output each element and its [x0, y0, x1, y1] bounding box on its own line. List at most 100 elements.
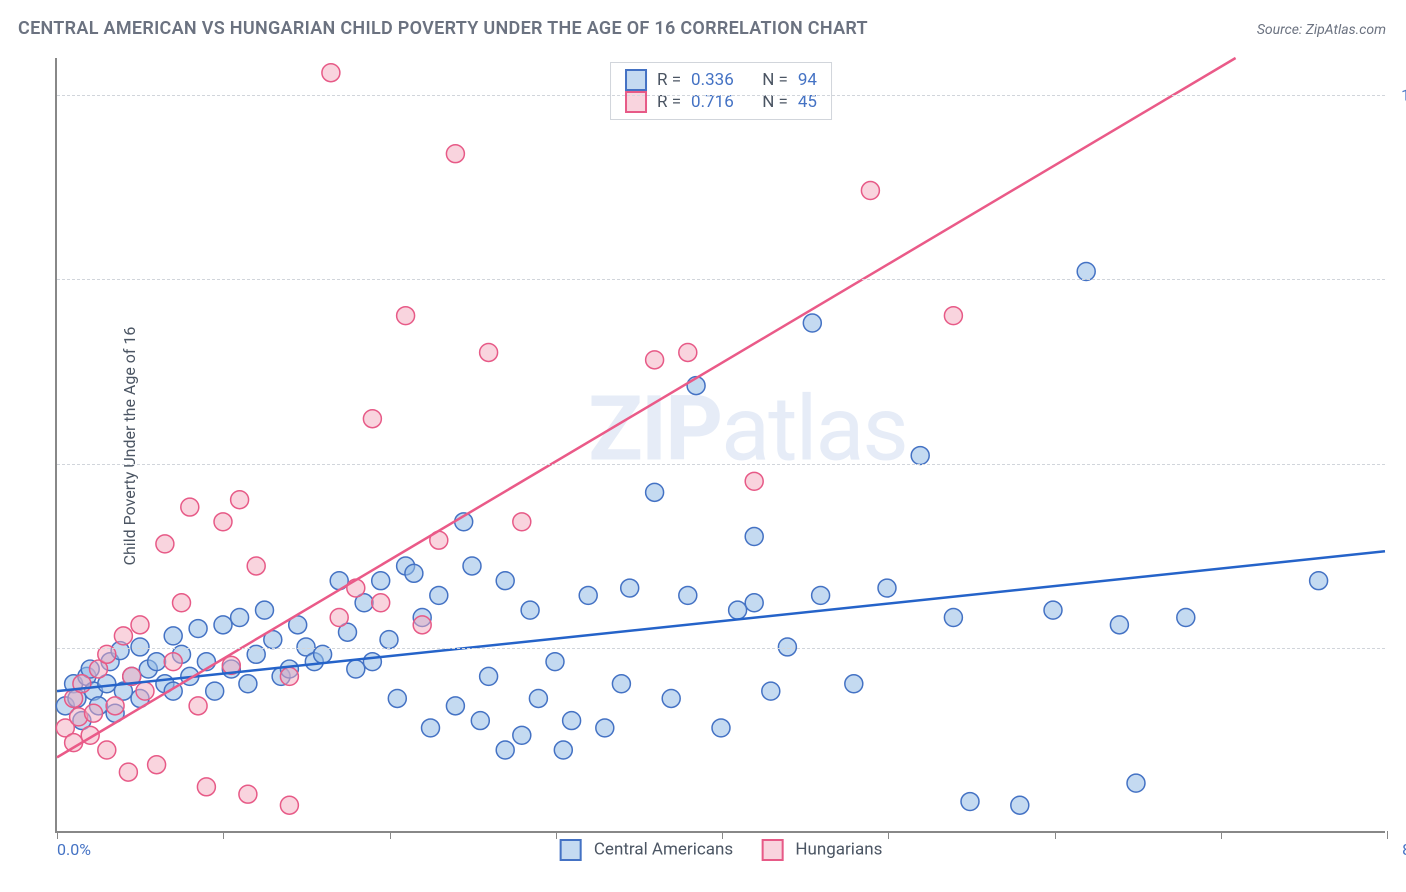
scatter-point — [231, 491, 249, 509]
scatter-point — [496, 741, 514, 759]
scatter-point — [803, 314, 821, 332]
legend-series: Central Americans Hungarians — [560, 839, 883, 861]
legend-n-label: N = — [762, 70, 788, 90]
legend-series-swatch-0 — [560, 839, 582, 861]
gridline — [57, 279, 1385, 280]
legend-series-item-1: Hungarians — [761, 839, 882, 861]
scatter-point — [1110, 616, 1128, 634]
scatter-point — [911, 447, 929, 465]
scatter-point — [372, 572, 390, 590]
scatter-point — [430, 586, 448, 604]
x-tick — [722, 831, 723, 839]
x-tick — [556, 831, 557, 839]
scatter-point — [471, 712, 489, 730]
scatter-point — [197, 778, 215, 796]
y-tick-label: 100.0% — [1401, 85, 1406, 104]
x-tick — [390, 831, 391, 839]
scatter-point — [563, 712, 581, 730]
scatter-point — [405, 564, 423, 582]
x-tick — [57, 831, 58, 839]
scatter-point — [397, 307, 415, 325]
correlation-chart: CENTRAL AMERICAN VS HUNGARIAN CHILD POVE… — [0, 0, 1406, 892]
scatter-point — [164, 627, 182, 645]
scatter-point — [596, 719, 614, 737]
scatter-point — [85, 704, 103, 722]
scatter-point — [762, 682, 780, 700]
scatter-point — [164, 653, 182, 671]
legend-r-value-0: 0.336 — [691, 70, 734, 90]
scatter-point — [148, 756, 166, 774]
scatter-point — [679, 343, 697, 361]
legend-series-label-1: Hungarians — [795, 839, 882, 859]
gridline — [57, 95, 1385, 96]
scatter-point — [131, 638, 149, 656]
scatter-point — [347, 660, 365, 678]
scatter-point — [1127, 774, 1145, 792]
scatter-point — [148, 653, 166, 671]
legend-series-item-0: Central Americans — [560, 839, 734, 861]
scatter-point — [646, 483, 664, 501]
plot-svg — [57, 58, 1385, 831]
scatter-point — [529, 690, 547, 708]
scatter-point — [729, 601, 747, 619]
scatter-point — [280, 667, 298, 685]
scatter-point — [480, 667, 498, 685]
scatter-point — [363, 653, 381, 671]
scatter-point — [463, 557, 481, 575]
scatter-point — [388, 690, 406, 708]
scatter-point — [1044, 601, 1062, 619]
scatter-point — [845, 675, 863, 693]
scatter-point — [181, 498, 199, 516]
legend-series-swatch-1 — [761, 839, 783, 861]
scatter-point — [662, 690, 680, 708]
scatter-point — [413, 616, 431, 634]
scatter-point — [679, 586, 697, 604]
scatter-point — [214, 513, 232, 531]
scatter-point — [513, 726, 531, 744]
scatter-point — [256, 601, 274, 619]
scatter-point — [446, 697, 464, 715]
scatter-point — [189, 620, 207, 638]
scatter-point — [247, 557, 265, 575]
scatter-point — [173, 594, 191, 612]
scatter-point — [106, 697, 124, 715]
x-tick — [1387, 831, 1388, 839]
scatter-point — [496, 572, 514, 590]
gridline — [57, 648, 1385, 649]
scatter-point — [189, 697, 207, 715]
chart-title: CENTRAL AMERICAN VS HUNGARIAN CHILD POVE… — [18, 18, 868, 39]
scatter-point — [363, 410, 381, 428]
x-tick — [1055, 831, 1056, 839]
scatter-point — [372, 594, 390, 612]
scatter-point — [861, 182, 879, 200]
scatter-point — [239, 785, 257, 803]
legend-stats-row-0: R = 0.336 N = 94 — [625, 69, 817, 91]
scatter-point — [214, 616, 232, 634]
scatter-point — [280, 796, 298, 814]
scatter-point — [546, 653, 564, 671]
scatter-point — [1011, 796, 1029, 814]
legend-series-label-0: Central Americans — [594, 839, 733, 859]
scatter-point — [1077, 263, 1095, 281]
scatter-point — [231, 609, 249, 627]
scatter-point — [114, 627, 132, 645]
scatter-point — [480, 343, 498, 361]
scatter-point — [422, 719, 440, 737]
scatter-point — [745, 472, 763, 490]
scatter-point — [521, 601, 539, 619]
scatter-point — [131, 616, 149, 634]
scatter-point — [98, 741, 116, 759]
scatter-point — [621, 579, 639, 597]
scatter-point — [745, 594, 763, 612]
scatter-point — [554, 741, 572, 759]
scatter-point — [878, 579, 896, 597]
scatter-point — [646, 351, 664, 369]
scatter-point — [322, 64, 340, 82]
scatter-point — [944, 307, 962, 325]
scatter-point — [961, 793, 979, 811]
gridline — [57, 464, 1385, 465]
scatter-point — [745, 528, 763, 546]
scatter-point — [812, 586, 830, 604]
scatter-point — [778, 638, 796, 656]
scatter-point — [513, 513, 531, 531]
